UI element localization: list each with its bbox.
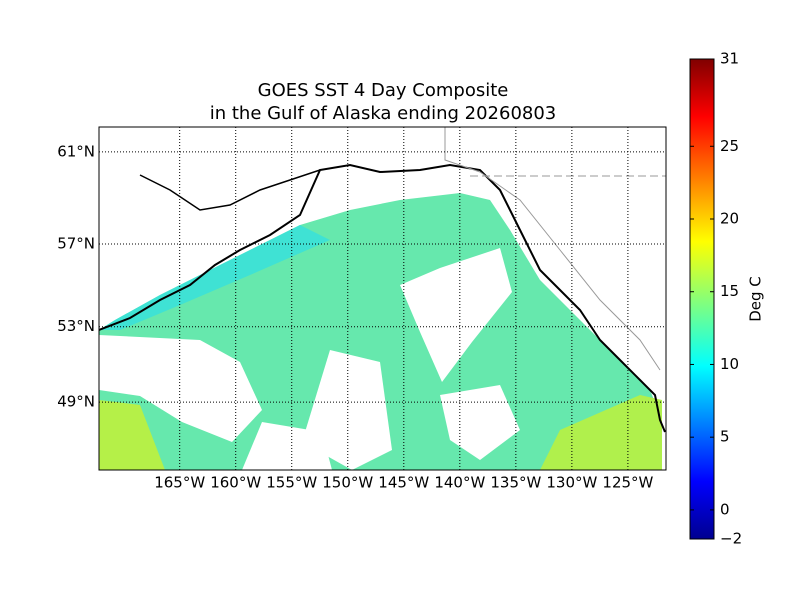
lat-label: 61°N bbox=[57, 142, 95, 160]
title-line: in the Gulf of Alaska ending 20260803 bbox=[210, 103, 557, 124]
colorbar-tick-label: 25 bbox=[720, 137, 739, 155]
lon-label: 160°W bbox=[210, 474, 261, 492]
colorbar-tick-label: 0 bbox=[720, 500, 730, 518]
colorbar-tick-label: 5 bbox=[720, 428, 730, 446]
lon-label: 125°W bbox=[602, 474, 653, 492]
lon-label: 130°W bbox=[546, 474, 597, 492]
graticule bbox=[99, 127, 666, 470]
sst-field bbox=[99, 193, 662, 470]
lon-label: 135°W bbox=[490, 474, 541, 492]
lat-label: 57°N bbox=[57, 235, 95, 253]
coastline bbox=[99, 127, 666, 433]
lon-label: 140°W bbox=[434, 474, 485, 492]
title-line: GOES SST 4 Day Composite bbox=[258, 80, 509, 101]
colorbar-label: Deg C bbox=[747, 276, 765, 322]
lon-label: 145°W bbox=[378, 474, 429, 492]
colorbar-tick-label: −2 bbox=[720, 530, 742, 548]
lon-label: 155°W bbox=[266, 474, 317, 492]
map-frame bbox=[98, 126, 667, 471]
colorbar-tick-label: 31 bbox=[720, 50, 739, 68]
lat-label: 53°N bbox=[57, 317, 95, 335]
colorbar-tick-label: 15 bbox=[720, 282, 739, 300]
lon-label: 165°W bbox=[154, 474, 205, 492]
colorbar bbox=[689, 58, 715, 540]
colorbar-tick-label: 10 bbox=[720, 355, 739, 373]
lat-label: 49°N bbox=[57, 393, 95, 411]
lon-label: 150°W bbox=[322, 474, 373, 492]
colorbar-tick-label: 20 bbox=[720, 210, 739, 228]
